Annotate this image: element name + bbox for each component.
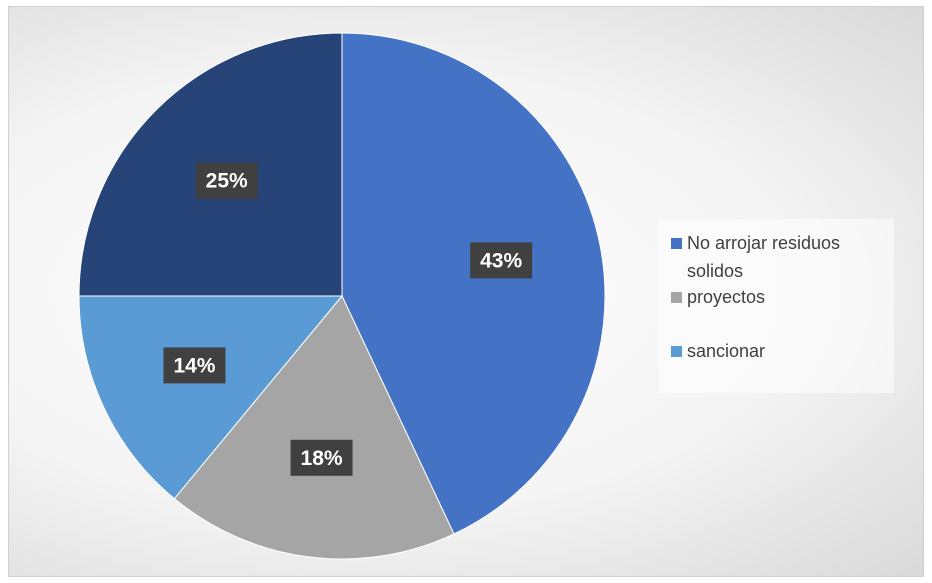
legend-swatch [671, 346, 682, 357]
slices-layer [78, 32, 606, 560]
pie-slice-2 [173, 295, 455, 560]
data-label-box [290, 439, 353, 476]
data-label-text: 14% [173, 354, 215, 377]
pie-slice-3 [78, 295, 344, 500]
data-label-text: 43% [480, 249, 522, 272]
data-label-box [195, 162, 258, 199]
legend-item-no-arrojar: No arrojar residuos solidos [671, 229, 887, 285]
legend-item-proyectos: proyectos [671, 283, 887, 311]
data-label: 25% [195, 162, 258, 199]
legend-item-sancionar: sancionar [671, 337, 887, 365]
pie-slice-1 [341, 32, 606, 535]
legend-swatch [671, 238, 682, 249]
legend-label: sancionar [687, 341, 766, 361]
legend-label: proyectos [687, 287, 766, 307]
legend-label: No arrojar residuos solidos [687, 233, 841, 281]
legend: No arrojar residuos solidos proyectos sa… [659, 219, 894, 393]
chart-area: 43% 18% 14% 25% No arrojar residuos solidos… [8, 6, 924, 577]
data-label-text: 18% [301, 447, 343, 470]
data-label-text: 25% [206, 170, 248, 193]
data-label: 18% [290, 439, 353, 476]
data-label: 14% [163, 347, 226, 384]
data-label: 43% [470, 242, 533, 279]
data-label-box [470, 242, 533, 279]
pie-chart: 43% 18% 14% 25% [78, 32, 606, 560]
data-labels-layer: 43% 18% 14% 25% [163, 162, 533, 476]
legend-swatch [671, 292, 682, 303]
data-label-box [163, 347, 226, 384]
